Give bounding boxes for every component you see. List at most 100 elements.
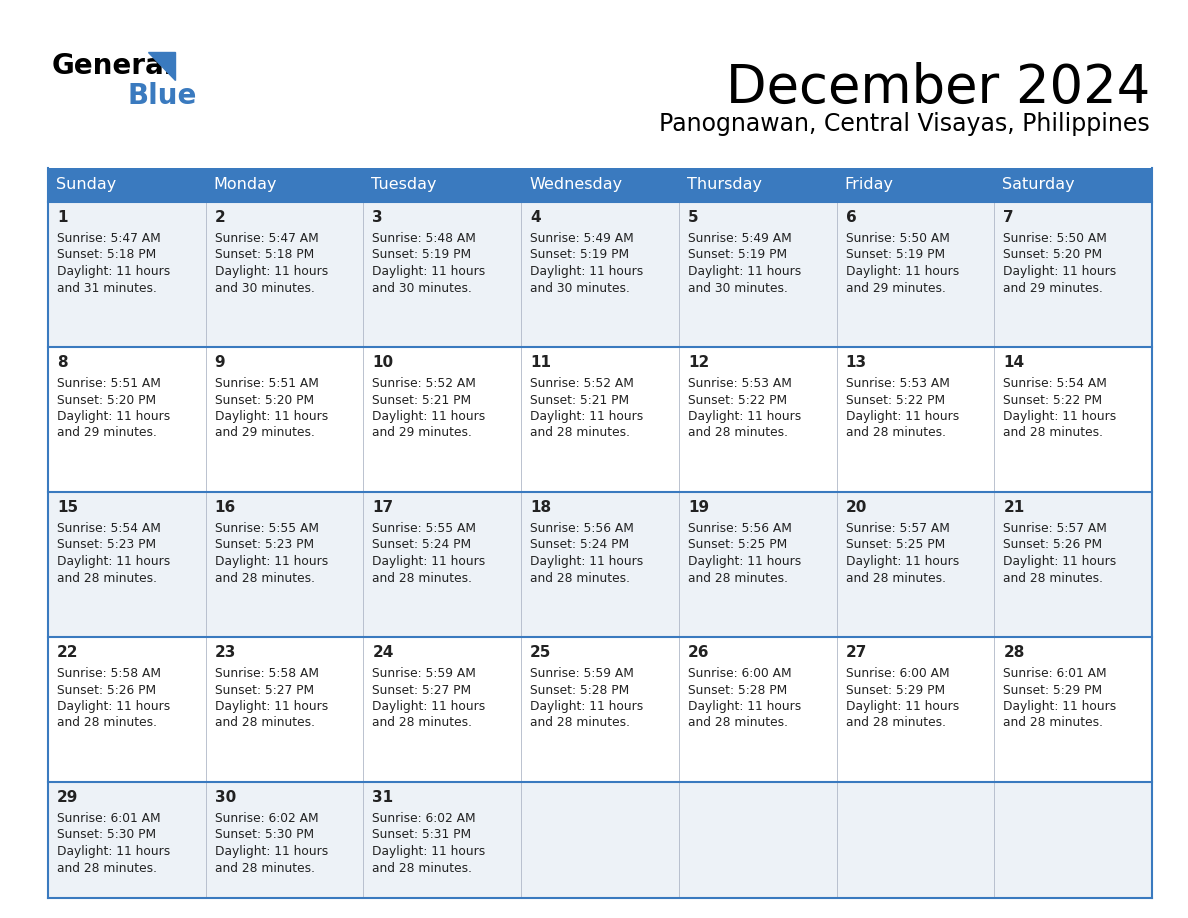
Text: and 28 minutes.: and 28 minutes. (688, 427, 788, 440)
Text: and 28 minutes.: and 28 minutes. (530, 572, 630, 585)
Text: and 29 minutes.: and 29 minutes. (57, 427, 157, 440)
Text: Sunrise: 5:55 AM: Sunrise: 5:55 AM (215, 522, 318, 535)
Text: 21: 21 (1004, 500, 1024, 515)
Text: and 28 minutes.: and 28 minutes. (688, 572, 788, 585)
Text: 30: 30 (215, 790, 236, 805)
Text: 20: 20 (846, 500, 867, 515)
Text: Sunrise: 6:00 AM: Sunrise: 6:00 AM (846, 667, 949, 680)
Polygon shape (148, 52, 175, 80)
Text: and 31 minutes.: and 31 minutes. (57, 282, 157, 295)
Text: Friday: Friday (845, 177, 893, 193)
Text: Daylight: 11 hours: Daylight: 11 hours (846, 410, 959, 423)
Text: 31: 31 (372, 790, 393, 805)
Text: Sunset: 5:31 PM: Sunset: 5:31 PM (372, 829, 472, 842)
Text: Sunrise: 6:02 AM: Sunrise: 6:02 AM (215, 812, 318, 825)
Text: Sunrise: 5:50 AM: Sunrise: 5:50 AM (1004, 232, 1107, 245)
Text: Daylight: 11 hours: Daylight: 11 hours (688, 265, 801, 278)
Text: Sunset: 5:28 PM: Sunset: 5:28 PM (530, 684, 630, 697)
Text: Wednesday: Wednesday (529, 177, 623, 193)
Text: Daylight: 11 hours: Daylight: 11 hours (215, 265, 328, 278)
Text: Sunrise: 5:51 AM: Sunrise: 5:51 AM (215, 377, 318, 390)
Text: Sunset: 5:20 PM: Sunset: 5:20 PM (215, 394, 314, 407)
Text: Sunrise: 5:56 AM: Sunrise: 5:56 AM (688, 522, 791, 535)
Text: Sunrise: 5:54 AM: Sunrise: 5:54 AM (1004, 377, 1107, 390)
Text: Sunrise: 5:57 AM: Sunrise: 5:57 AM (846, 522, 949, 535)
Text: Sunset: 5:19 PM: Sunset: 5:19 PM (688, 249, 786, 262)
Text: Thursday: Thursday (687, 177, 762, 193)
Text: Sunset: 5:29 PM: Sunset: 5:29 PM (1004, 684, 1102, 697)
Text: Sunset: 5:24 PM: Sunset: 5:24 PM (530, 539, 630, 552)
Text: and 28 minutes.: and 28 minutes. (57, 717, 157, 730)
Text: Sunday: Sunday (56, 177, 116, 193)
Text: Sunrise: 5:58 AM: Sunrise: 5:58 AM (215, 667, 318, 680)
Text: and 29 minutes.: and 29 minutes. (215, 427, 315, 440)
Text: and 28 minutes.: and 28 minutes. (57, 861, 157, 875)
Text: and 28 minutes.: and 28 minutes. (846, 717, 946, 730)
Text: and 30 minutes.: and 30 minutes. (372, 282, 473, 295)
Text: and 29 minutes.: and 29 minutes. (1004, 282, 1104, 295)
Text: Sunset: 5:27 PM: Sunset: 5:27 PM (215, 684, 314, 697)
Text: Sunrise: 5:52 AM: Sunrise: 5:52 AM (372, 377, 476, 390)
Text: 3: 3 (372, 210, 383, 225)
Text: 13: 13 (846, 355, 867, 370)
Text: Daylight: 11 hours: Daylight: 11 hours (57, 555, 170, 568)
Text: 29: 29 (57, 790, 78, 805)
Text: Sunset: 5:30 PM: Sunset: 5:30 PM (215, 829, 314, 842)
Text: and 28 minutes.: and 28 minutes. (846, 572, 946, 585)
Bar (48, 202, 1152, 347)
Text: and 28 minutes.: and 28 minutes. (215, 861, 315, 875)
Text: Daylight: 11 hours: Daylight: 11 hours (688, 410, 801, 423)
Text: Daylight: 11 hours: Daylight: 11 hours (215, 845, 328, 858)
Text: and 28 minutes.: and 28 minutes. (372, 717, 473, 730)
Text: Blue: Blue (128, 82, 197, 110)
Text: Sunrise: 5:57 AM: Sunrise: 5:57 AM (1004, 522, 1107, 535)
Text: Daylight: 11 hours: Daylight: 11 hours (530, 410, 644, 423)
Text: Daylight: 11 hours: Daylight: 11 hours (215, 410, 328, 423)
Text: Daylight: 11 hours: Daylight: 11 hours (372, 265, 486, 278)
Text: and 28 minutes.: and 28 minutes. (372, 572, 473, 585)
Text: Sunset: 5:29 PM: Sunset: 5:29 PM (846, 684, 944, 697)
Text: Sunset: 5:28 PM: Sunset: 5:28 PM (688, 684, 788, 697)
Text: Sunrise: 6:01 AM: Sunrise: 6:01 AM (1004, 667, 1107, 680)
Text: Sunrise: 6:02 AM: Sunrise: 6:02 AM (372, 812, 476, 825)
Text: Sunset: 5:26 PM: Sunset: 5:26 PM (57, 684, 156, 697)
Text: Sunrise: 5:53 AM: Sunrise: 5:53 AM (846, 377, 949, 390)
Text: 7: 7 (1004, 210, 1013, 225)
Text: General: General (52, 52, 175, 80)
Text: and 30 minutes.: and 30 minutes. (688, 282, 788, 295)
Text: Sunset: 5:25 PM: Sunset: 5:25 PM (846, 539, 944, 552)
Text: 8: 8 (57, 355, 68, 370)
Text: 27: 27 (846, 645, 867, 660)
Text: Sunset: 5:19 PM: Sunset: 5:19 PM (530, 249, 630, 262)
Text: Daylight: 11 hours: Daylight: 11 hours (846, 265, 959, 278)
Text: and 28 minutes.: and 28 minutes. (1004, 717, 1104, 730)
Bar (48, 168, 1152, 202)
Text: Daylight: 11 hours: Daylight: 11 hours (215, 555, 328, 568)
Bar (48, 347, 1152, 492)
Text: 17: 17 (372, 500, 393, 515)
Text: Daylight: 11 hours: Daylight: 11 hours (372, 410, 486, 423)
Text: Sunrise: 5:54 AM: Sunrise: 5:54 AM (57, 522, 160, 535)
Text: Daylight: 11 hours: Daylight: 11 hours (530, 700, 644, 713)
Text: 15: 15 (57, 500, 78, 515)
Bar (48, 782, 1152, 898)
Text: Daylight: 11 hours: Daylight: 11 hours (1004, 265, 1117, 278)
Text: Sunrise: 5:52 AM: Sunrise: 5:52 AM (530, 377, 634, 390)
Text: and 28 minutes.: and 28 minutes. (530, 717, 630, 730)
Text: and 28 minutes.: and 28 minutes. (215, 572, 315, 585)
Text: 12: 12 (688, 355, 709, 370)
Text: Daylight: 11 hours: Daylight: 11 hours (372, 555, 486, 568)
Text: and 28 minutes.: and 28 minutes. (530, 427, 630, 440)
Text: 5: 5 (688, 210, 699, 225)
Text: Sunset: 5:19 PM: Sunset: 5:19 PM (846, 249, 944, 262)
Text: 9: 9 (215, 355, 226, 370)
Text: Sunset: 5:25 PM: Sunset: 5:25 PM (688, 539, 788, 552)
Text: Daylight: 11 hours: Daylight: 11 hours (688, 700, 801, 713)
Text: Sunrise: 5:53 AM: Sunrise: 5:53 AM (688, 377, 791, 390)
Text: Sunrise: 5:47 AM: Sunrise: 5:47 AM (57, 232, 160, 245)
Text: Sunrise: 5:55 AM: Sunrise: 5:55 AM (372, 522, 476, 535)
Text: Tuesday: Tuesday (372, 177, 437, 193)
Text: Sunrise: 5:56 AM: Sunrise: 5:56 AM (530, 522, 634, 535)
Text: 25: 25 (530, 645, 551, 660)
Text: 19: 19 (688, 500, 709, 515)
